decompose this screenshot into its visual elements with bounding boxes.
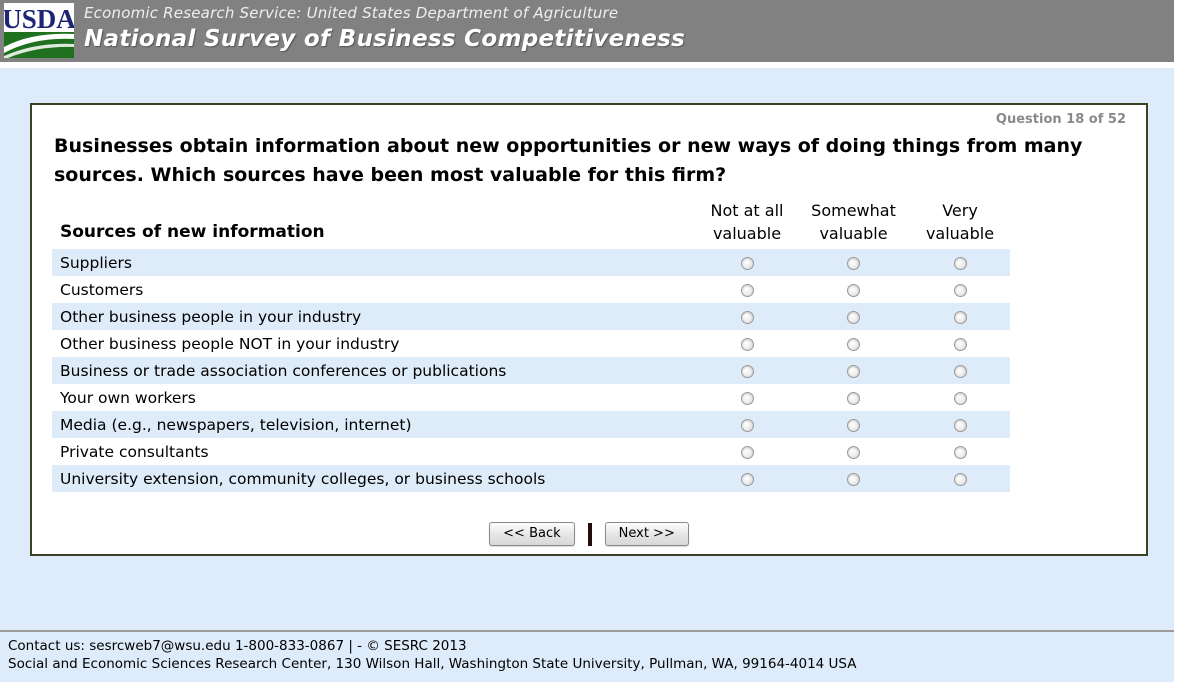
button-separator bbox=[587, 522, 592, 546]
table-row: University extension, community colleges… bbox=[52, 465, 1010, 493]
table-row: Your own workers bbox=[52, 384, 1010, 412]
radio-very-valuable[interactable] bbox=[953, 446, 967, 460]
question-panel: Question 18 of 52 Businesses obtain info… bbox=[30, 103, 1148, 556]
header-gap bbox=[0, 62, 1180, 68]
usda-logo-icon: USDA bbox=[4, 3, 74, 58]
radio-not-at-all-valuable[interactable] bbox=[740, 473, 754, 487]
question-text: Businesses obtain information about new … bbox=[54, 135, 1083, 186]
radio-very-valuable[interactable] bbox=[953, 284, 967, 298]
radio-somewhat-valuable[interactable] bbox=[847, 257, 860, 271]
radio-very-valuable[interactable] bbox=[953, 257, 967, 271]
app-header: USDA Economic Research Service: United S… bbox=[0, 0, 1180, 62]
radio-very-valuable[interactable] bbox=[953, 338, 967, 352]
radio-not-at-all-valuable[interactable] bbox=[740, 311, 754, 325]
radio-somewhat-valuable[interactable] bbox=[847, 473, 860, 487]
radio-very-valuable[interactable] bbox=[953, 392, 967, 406]
radio-somewhat-valuable[interactable] bbox=[847, 392, 860, 406]
radio-not-at-all-valuable[interactable] bbox=[740, 257, 754, 271]
table-row: Suppliers bbox=[52, 249, 1010, 277]
column-header-very: Very valuable bbox=[925, 201, 995, 244]
table-row: Business or trade association conference… bbox=[52, 357, 1010, 385]
radio-not-at-all-valuable[interactable] bbox=[740, 338, 754, 352]
survey-title: National Survey of Business Competitiven… bbox=[84, 26, 686, 52]
table-row: Other business people in your industry bbox=[52, 303, 1010, 331]
radio-not-at-all-valuable[interactable] bbox=[740, 446, 754, 460]
matrix-header-row: Sources of new information Not at all va… bbox=[52, 199, 1010, 247]
radio-somewhat-valuable[interactable] bbox=[847, 311, 860, 325]
header-text: Economic Research Service: United States… bbox=[84, 3, 685, 52]
footer-divider bbox=[0, 630, 1180, 632]
right-edge-strip bbox=[1174, 0, 1180, 682]
back-button[interactable]: << Back bbox=[489, 522, 575, 547]
radio-somewhat-valuable[interactable] bbox=[847, 419, 860, 433]
table-row: Media (e.g., newspapers, television, int… bbox=[52, 411, 1010, 439]
table-row: Private consultants bbox=[52, 438, 1010, 466]
column-header-somewhat: Somewhat valuable bbox=[811, 201, 896, 244]
question-counter: Question 18 of 52 bbox=[995, 112, 1126, 127]
matrix-row-header: Sources of new information bbox=[60, 222, 325, 243]
radio-very-valuable[interactable] bbox=[953, 311, 967, 325]
nav-buttons: << Back Next >> bbox=[32, 522, 1146, 547]
table-row: Other business people NOT in your indust… bbox=[52, 330, 1010, 358]
footer-address: Social and Economic Sciences Research Ce… bbox=[8, 655, 857, 672]
response-matrix: Sources of new information Not at all va… bbox=[52, 199, 1010, 493]
page-footer: Contact us: sesrcweb7@wsu.edu 1-800-833-… bbox=[0, 632, 1180, 682]
column-header-not-at-all: Not at all valuable bbox=[710, 201, 784, 244]
radio-not-at-all-valuable[interactable] bbox=[740, 392, 754, 406]
radio-not-at-all-valuable[interactable] bbox=[740, 365, 754, 379]
radio-very-valuable[interactable] bbox=[953, 365, 967, 379]
agency-subtitle: Economic Research Service: United States… bbox=[84, 4, 619, 22]
next-button[interactable]: Next >> bbox=[604, 522, 689, 547]
radio-somewhat-valuable[interactable] bbox=[847, 446, 860, 460]
table-row: Customers bbox=[52, 276, 1010, 304]
radio-not-at-all-valuable[interactable] bbox=[740, 419, 754, 433]
radio-somewhat-valuable[interactable] bbox=[847, 338, 860, 352]
matrix-rows: Suppliers Customers Other business peopl… bbox=[52, 249, 1010, 493]
radio-not-at-all-valuable[interactable] bbox=[740, 284, 754, 298]
svg-text:USDA: USDA bbox=[4, 4, 74, 34]
radio-somewhat-valuable[interactable] bbox=[847, 365, 860, 379]
radio-very-valuable[interactable] bbox=[953, 473, 967, 487]
content-area: Question 18 of 52 Businesses obtain info… bbox=[0, 68, 1180, 630]
radio-somewhat-valuable[interactable] bbox=[847, 284, 860, 298]
radio-very-valuable[interactable] bbox=[953, 419, 967, 433]
footer-contact: Contact us: sesrcweb7@wsu.edu 1-800-833-… bbox=[8, 638, 467, 654]
